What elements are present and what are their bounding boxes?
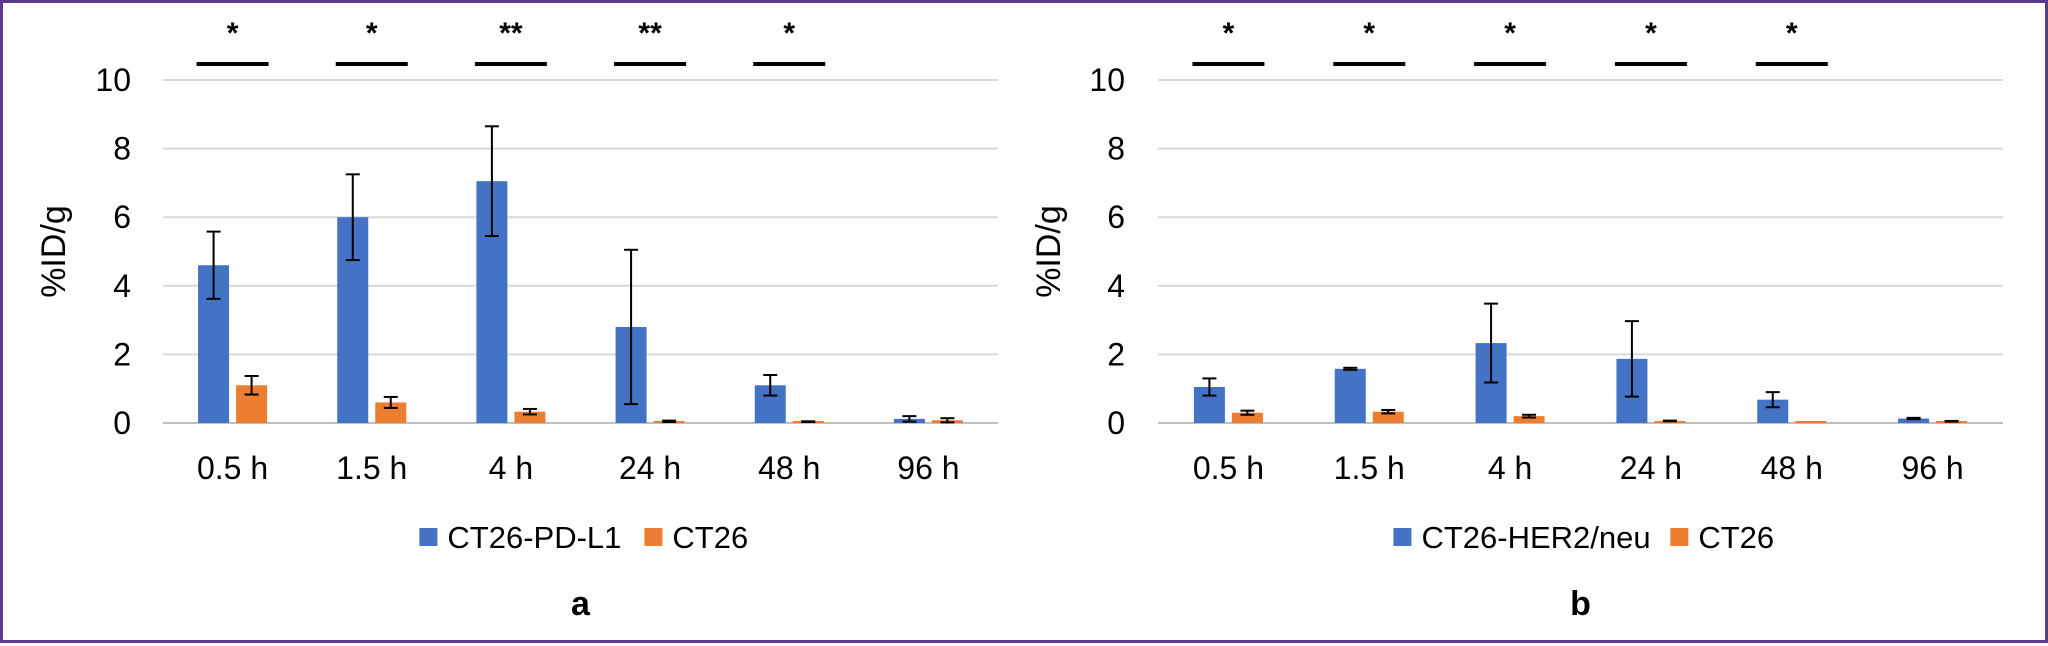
y-tick-label-0-2: 4 — [113, 268, 131, 304]
bar-1-1-1 — [1372, 411, 1404, 423]
significance-marker-0-3: ** — [638, 17, 662, 50]
y-tick-label-1-5: 10 — [1089, 62, 1125, 98]
x-tick-label-0-2: 4 h — [489, 450, 533, 486]
panel-label-1: b — [1570, 585, 1591, 623]
significance-marker-1-1: * — [1363, 17, 1375, 50]
x-tick-label-1-2: 4 h — [1488, 450, 1532, 486]
bar-1-0-5 — [1898, 418, 1930, 423]
y-tick-label-0-0: 0 — [113, 405, 131, 441]
significance-marker-0-4: * — [783, 17, 795, 50]
legend-swatch-1-1 — [1670, 528, 1689, 546]
x-tick-label-1-1: 1.5 h — [1334, 450, 1405, 486]
x-tick-label-0-5: 96 h — [897, 450, 959, 486]
y-tick-label-1-3: 6 — [1107, 199, 1125, 235]
bar-1-1-2 — [1513, 416, 1545, 423]
bar-1-1-4 — [1795, 421, 1827, 423]
bar-0-1-1 — [375, 402, 407, 423]
legend-swatch-1-0 — [1393, 528, 1412, 546]
significance-marker-0-2: ** — [499, 17, 523, 50]
legend-label-1-0: CT26-HER2/neu — [1421, 520, 1650, 555]
bar-1-1-0 — [1231, 412, 1263, 423]
x-tick-label-1-5: 96 h — [1901, 450, 1963, 486]
bar-1-0-1 — [1334, 368, 1366, 423]
legend-label-0-1: CT26 — [672, 520, 748, 555]
x-tick-label-0-1: 1.5 h — [336, 450, 407, 486]
x-tick-label-0-0: 0.5 h — [197, 450, 268, 486]
y-tick-label-0-1: 2 — [113, 336, 131, 372]
panel-label-0: a — [571, 585, 591, 623]
significance-marker-0-0: * — [227, 17, 239, 50]
significance-marker-0-1: * — [366, 17, 378, 50]
y-tick-label-0-4: 8 — [113, 131, 131, 167]
legend-label-0-0: CT26-PD-L1 — [447, 520, 621, 555]
legend-swatch-0-0 — [419, 528, 438, 546]
y-tick-label-1-4: 8 — [1107, 131, 1125, 167]
significance-marker-1-3: * — [1645, 17, 1657, 50]
y-tick-label-1-1: 2 — [1107, 336, 1125, 372]
bar-1-0-4 — [1757, 399, 1789, 423]
x-tick-label-1-4: 48 h — [1761, 450, 1823, 486]
y-axis-label-1: %ID/g — [1030, 205, 1068, 298]
x-tick-label-0-4: 48 h — [758, 450, 820, 486]
y-axis-label-0: %ID/g — [35, 205, 73, 298]
x-tick-label-1-0: 0.5 h — [1193, 450, 1264, 486]
x-tick-label-1-3: 24 h — [1620, 450, 1682, 486]
significance-marker-1-0: * — [1223, 17, 1235, 50]
significance-marker-1-2: * — [1504, 17, 1516, 50]
legend-swatch-0-1 — [644, 528, 663, 546]
y-tick-label-1-2: 4 — [1107, 268, 1125, 304]
significance-marker-1-4: * — [1786, 17, 1798, 50]
legend-label-1-1: CT26 — [1698, 520, 1774, 555]
y-tick-label-1-0: 0 — [1107, 405, 1125, 441]
x-tick-label-0-3: 24 h — [619, 450, 681, 486]
y-tick-label-0-3: 6 — [113, 199, 131, 235]
y-tick-label-0-5: 10 — [95, 62, 131, 98]
bar-0-1-2 — [514, 411, 546, 423]
